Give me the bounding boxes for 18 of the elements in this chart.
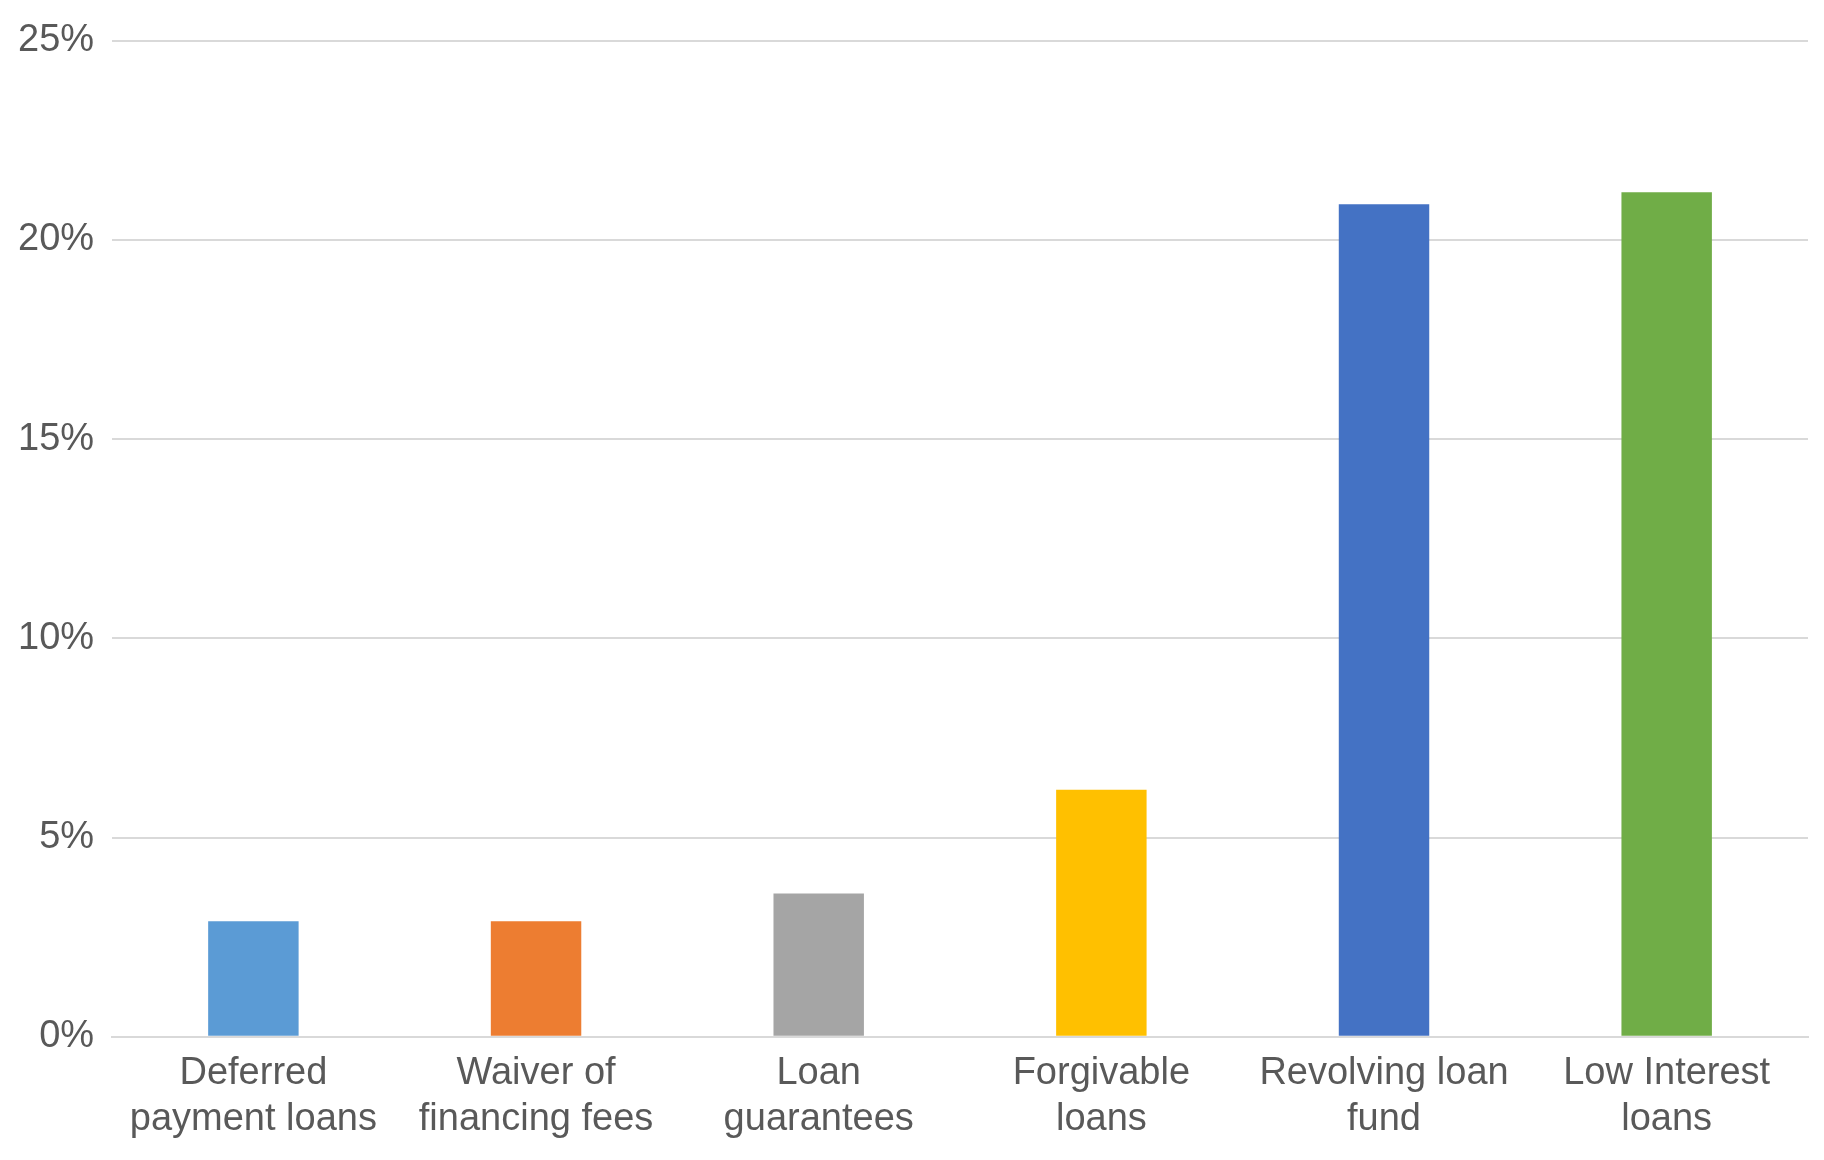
- y-tick-label: 10%: [17, 614, 95, 657]
- x-tick-label: Low Interest loans: [1563, 1050, 1771, 1138]
- x-tick-label: Loan guarantees: [723, 1050, 914, 1138]
- bar: [208, 921, 299, 1036]
- x-tick-label: Revolving loan fund: [1259, 1050, 1509, 1138]
- y-tick-label: 20%: [17, 216, 95, 259]
- bar: [1621, 192, 1712, 1036]
- y-tick-label: 15%: [17, 415, 95, 458]
- x-tick-label: Waiver of financing fees: [418, 1050, 654, 1138]
- bar: [490, 921, 582, 1036]
- y-tick-label: 5%: [39, 814, 95, 857]
- y-tick-label: 25%: [17, 17, 95, 60]
- bar: [1056, 789, 1147, 1036]
- x-tick-label: Deferred payment loans: [129, 1050, 377, 1138]
- bar: [1338, 204, 1430, 1036]
- y-tick-label: 0%: [39, 1013, 95, 1056]
- bar: [773, 893, 864, 1036]
- x-tick-label: Forgivable loans: [1012, 1050, 1191, 1138]
